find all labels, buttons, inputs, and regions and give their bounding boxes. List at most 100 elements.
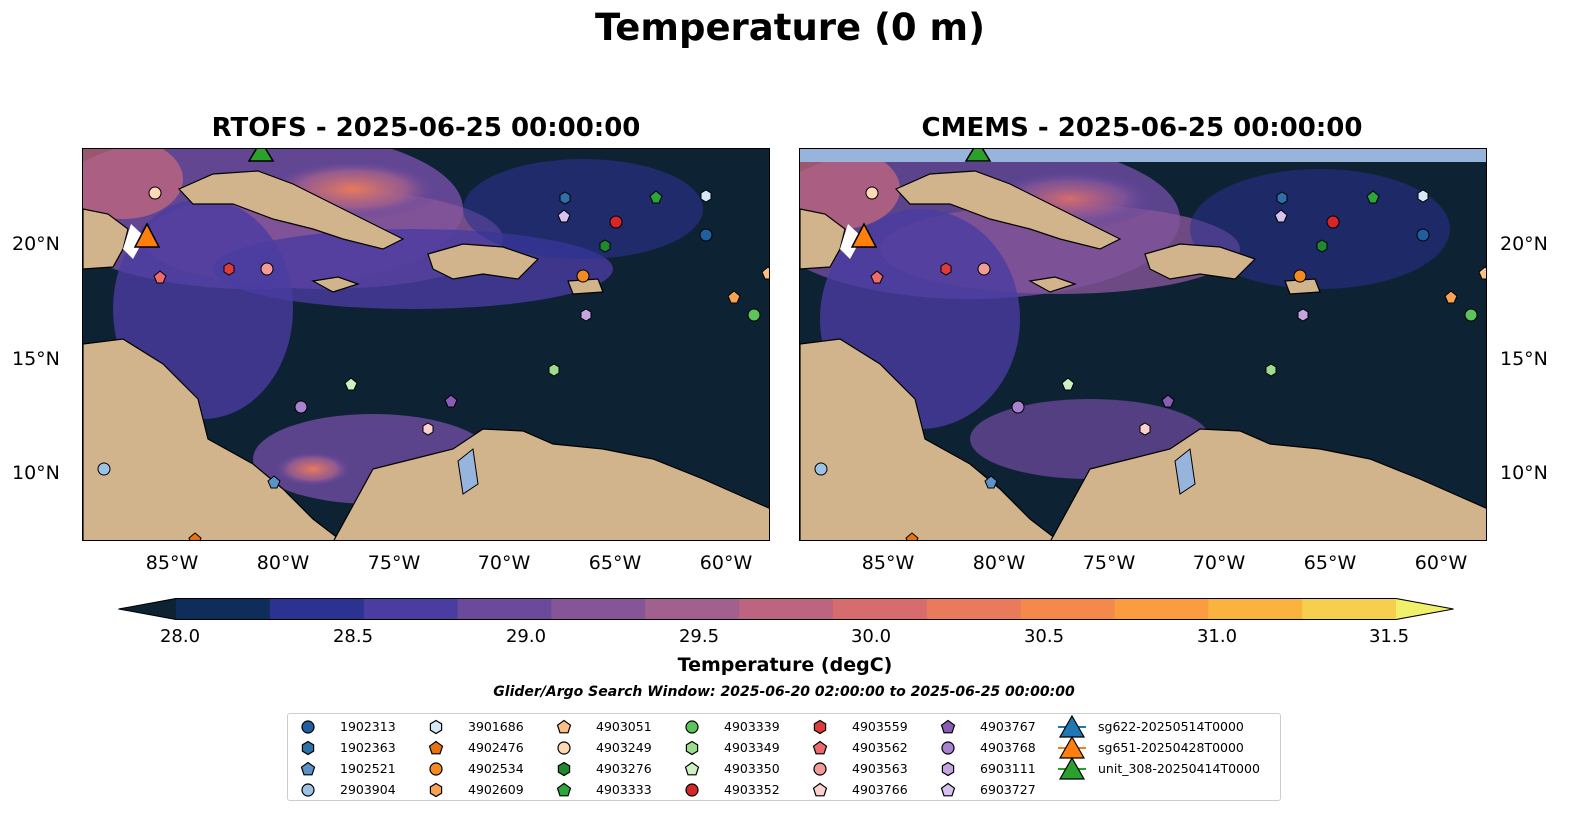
float-4903563[interactable]	[260, 262, 274, 276]
float-6903111[interactable]	[580, 308, 592, 322]
lon-label-60w-left: 60°W	[699, 552, 753, 574]
glider-sg651[interactable]	[133, 222, 161, 248]
float-4903766[interactable]	[422, 422, 434, 436]
glider-sg651[interactable]	[850, 222, 878, 248]
lon-label-70w-left: 70°W	[477, 552, 531, 574]
cmems-map-canvas	[800, 149, 1487, 541]
float-4903766[interactable]	[1139, 422, 1151, 436]
lon-label-65w-right: 65°W	[1303, 552, 1357, 574]
float-4903349[interactable]	[548, 363, 560, 377]
float-6903727[interactable]	[1274, 209, 1288, 223]
float-4903768[interactable]	[294, 400, 308, 414]
float-4903333[interactable]	[649, 190, 663, 204]
colorbar-segment	[1020, 598, 1115, 620]
hexagon-marker-icon	[301, 740, 315, 756]
float-4903350[interactable]	[344, 377, 358, 391]
lon-label-65w-left: 65°W	[588, 552, 642, 574]
pentagon-marker-icon	[684, 761, 700, 776]
float-1902363[interactable]	[559, 191, 571, 205]
colorbar-extend-high	[1396, 598, 1454, 620]
colorbar-gradient	[118, 598, 1454, 620]
circle-marker-icon	[941, 741, 955, 755]
float-4903768[interactable]	[1011, 400, 1025, 414]
float-4903249[interactable]	[148, 186, 162, 200]
float-3901686[interactable]	[700, 189, 712, 203]
float-1902363[interactable]	[1276, 191, 1288, 205]
colorbar-tick-29-0: 29.0	[505, 626, 547, 647]
colorbar-segment	[645, 598, 740, 620]
float-1902313[interactable]	[699, 228, 713, 242]
float-4903350[interactable]	[1061, 377, 1075, 391]
float-6903111[interactable]	[1297, 308, 1309, 322]
float-4902476[interactable]	[188, 532, 202, 541]
float-4903563[interactable]	[977, 262, 991, 276]
float-4903333[interactable]	[1366, 190, 1380, 204]
legend-label: 4903767	[980, 719, 1036, 734]
float-4903352[interactable]	[609, 215, 623, 229]
float-4903276[interactable]	[599, 239, 611, 253]
float-4903562[interactable]	[153, 270, 167, 284]
lat-label-15n-left: 15°N	[12, 348, 60, 370]
legend-label: 4903249	[596, 740, 652, 755]
lon-label-80w-left: 80°W	[256, 552, 310, 574]
float-4902534[interactable]	[1293, 269, 1307, 283]
hexagon-marker-icon	[429, 782, 443, 798]
float-3901686[interactable]	[1417, 189, 1429, 203]
glider-unit-308[interactable]	[964, 149, 992, 162]
float-1902521[interactable]	[267, 475, 281, 489]
cuba-land	[177, 170, 405, 250]
circle-marker-icon	[813, 762, 827, 776]
cmems-map[interactable]	[799, 148, 1487, 541]
float-4903767[interactable]	[444, 394, 458, 408]
legend-label: 4903559	[852, 719, 908, 734]
pentagon-marker-icon	[300, 761, 316, 776]
legend-label: sg651-20250428T0000	[1098, 740, 1244, 755]
float-4903249[interactable]	[865, 186, 879, 200]
pentagon-marker-icon	[556, 782, 572, 797]
float-4903339[interactable]	[1464, 308, 1478, 322]
float-4903562[interactable]	[870, 270, 884, 284]
rtofs-map[interactable]	[82, 148, 770, 541]
float-4903767[interactable]	[1161, 394, 1175, 408]
float-1902313[interactable]	[1416, 228, 1430, 242]
central-america-land	[800, 338, 1059, 540]
glider-unit-308[interactable]	[247, 149, 275, 162]
jamaica-land	[311, 276, 360, 293]
float-4903051[interactable]	[1478, 266, 1487, 280]
legend-label: 4903333	[596, 782, 652, 797]
colorbar-segment	[176, 598, 271, 620]
legend-label: 3901686	[468, 719, 524, 734]
float-4903559[interactable]	[223, 262, 235, 276]
float-2903904[interactable]	[97, 462, 111, 476]
no-data-patch	[123, 224, 145, 259]
legend: 1902313 1902363 1902521 2903904 3901686 49024…	[287, 713, 1281, 801]
float-4903051[interactable]	[761, 266, 770, 280]
colorbar-tick-28-0: 28.0	[159, 626, 201, 647]
colorbar-segment	[1114, 598, 1209, 620]
float-4903559[interactable]	[940, 262, 952, 276]
pentagon-marker-icon	[940, 719, 956, 734]
float-4902476[interactable]	[905, 532, 919, 541]
float-4902609[interactable]	[1444, 290, 1458, 304]
colorbar-segment	[363, 598, 459, 620]
lat-label-10n-left: 10°N	[12, 462, 60, 484]
float-4902534[interactable]	[576, 269, 590, 283]
circle-marker-icon	[429, 762, 443, 776]
no-data-band	[800, 149, 1486, 162]
float-2903904[interactable]	[814, 462, 828, 476]
hexagon-marker-icon	[813, 719, 827, 735]
float-4903352[interactable]	[1326, 215, 1340, 229]
float-1902521[interactable]	[984, 475, 998, 489]
legend-label: 4903350	[724, 761, 780, 776]
colorbar	[118, 598, 1454, 620]
float-4903349[interactable]	[1265, 363, 1277, 377]
colorbar-outline	[118, 598, 1454, 620]
float-4902609[interactable]	[727, 290, 741, 304]
legend-label: 2903904	[340, 782, 396, 797]
float-4903339[interactable]	[747, 308, 761, 322]
float-6903727[interactable]	[557, 209, 571, 223]
lat-label-20n-right: 20°N	[1500, 233, 1548, 255]
lake-maracaibo	[457, 448, 479, 495]
float-4903276[interactable]	[1316, 239, 1328, 253]
search-window-text: Glider/Argo Search Window: 2025-06-20 02…	[493, 684, 1075, 700]
